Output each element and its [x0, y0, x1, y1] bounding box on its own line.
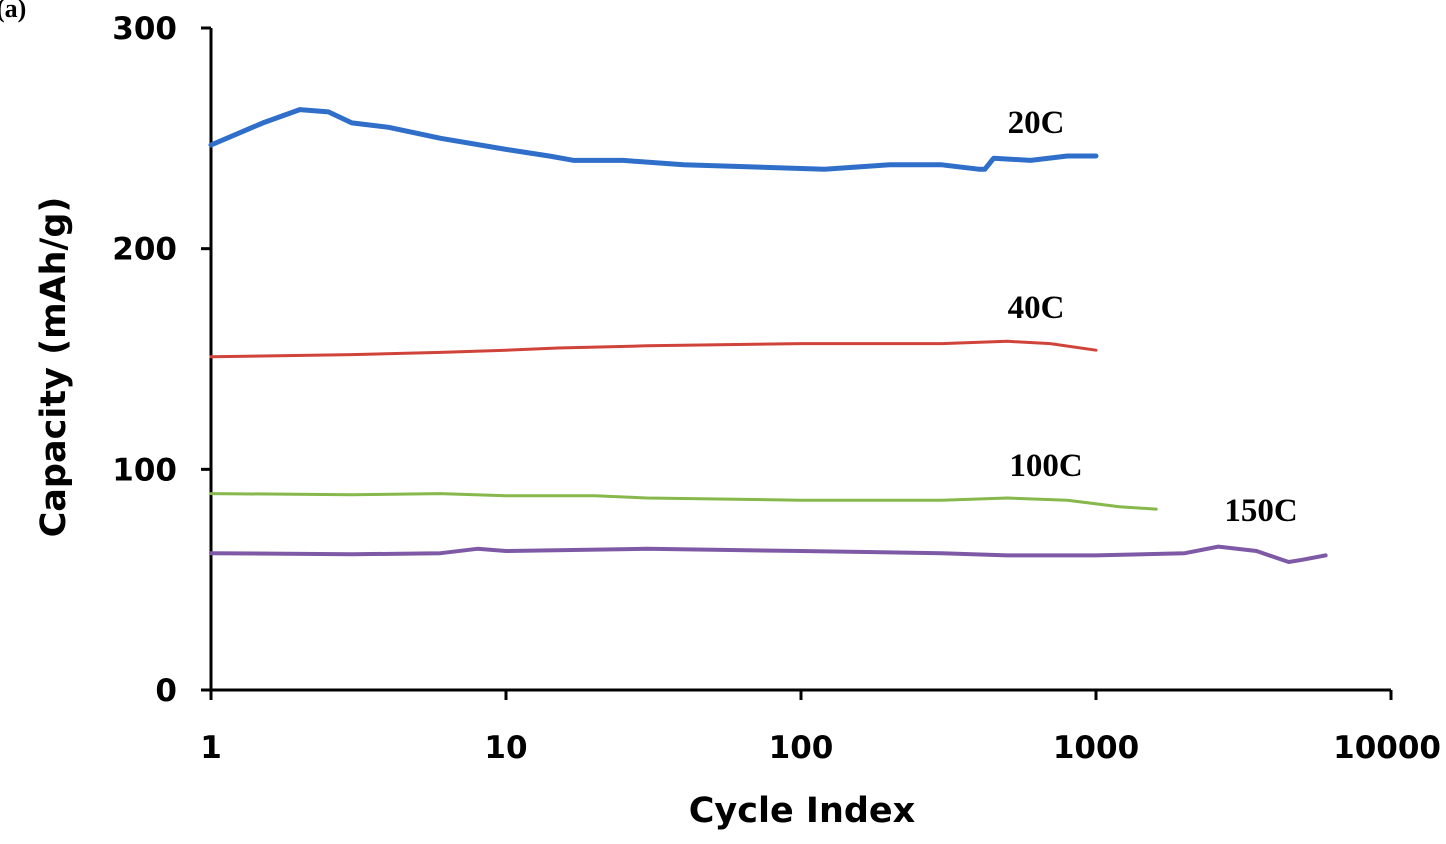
series-line-20c	[208, 107, 1099, 172]
series-line-150c	[209, 544, 1328, 564]
series-label-40c: 40C	[1008, 290, 1065, 326]
y-tick-label: 100	[112, 452, 177, 488]
series-label-150c: 150C	[1224, 493, 1297, 529]
x-tick-label: 1	[200, 730, 222, 766]
y-tick-label: 200	[112, 232, 177, 268]
x-tick-label: 100	[769, 730, 834, 766]
x-axis-title: Cycle Index	[689, 791, 916, 831]
y-tick-label: 0	[155, 673, 177, 709]
series-labels: 20C 40C 100C 150C	[1008, 105, 1298, 529]
series-label-100c: 100C	[1009, 448, 1082, 484]
series-group	[208, 107, 1328, 564]
x-tick-label: 1000	[1053, 730, 1139, 766]
series-line-100c	[209, 492, 1158, 511]
panel-label: (a)	[0, 0, 26, 23]
axes: 0 100 200 300 1 10 100 1000 10000	[112, 11, 1441, 766]
y-tick-label: 300	[112, 11, 177, 47]
series-line-40c	[209, 339, 1098, 359]
y-axis-title: Capacity (mAh/g)	[34, 197, 74, 538]
x-tick-label: 10	[484, 730, 527, 766]
series-label-20c: 20C	[1008, 105, 1065, 141]
x-tick-label: 10000	[1333, 730, 1441, 766]
